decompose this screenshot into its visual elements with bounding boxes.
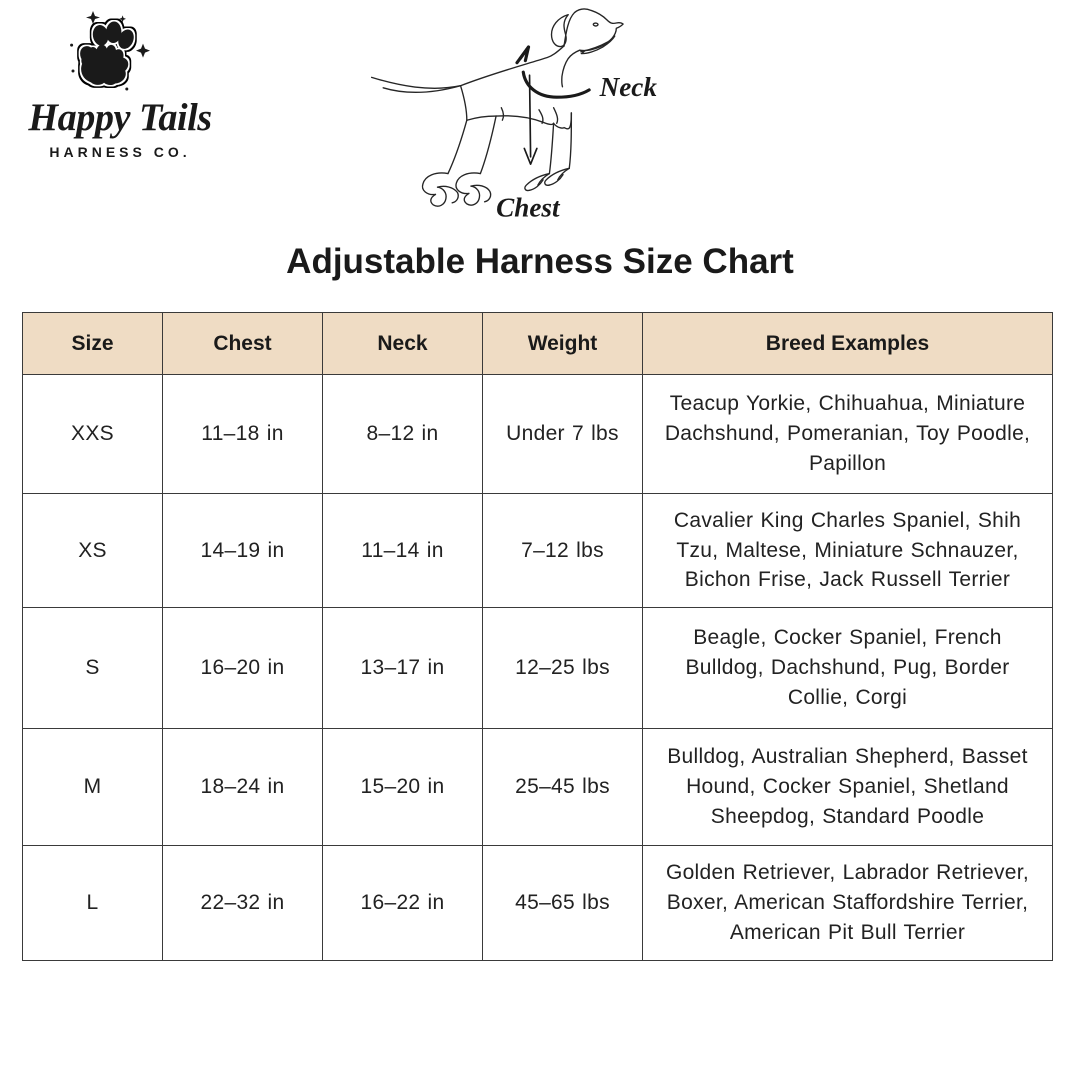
svg-text:Chest: Chest	[496, 192, 561, 222]
svg-text:Neck: Neck	[599, 72, 658, 102]
